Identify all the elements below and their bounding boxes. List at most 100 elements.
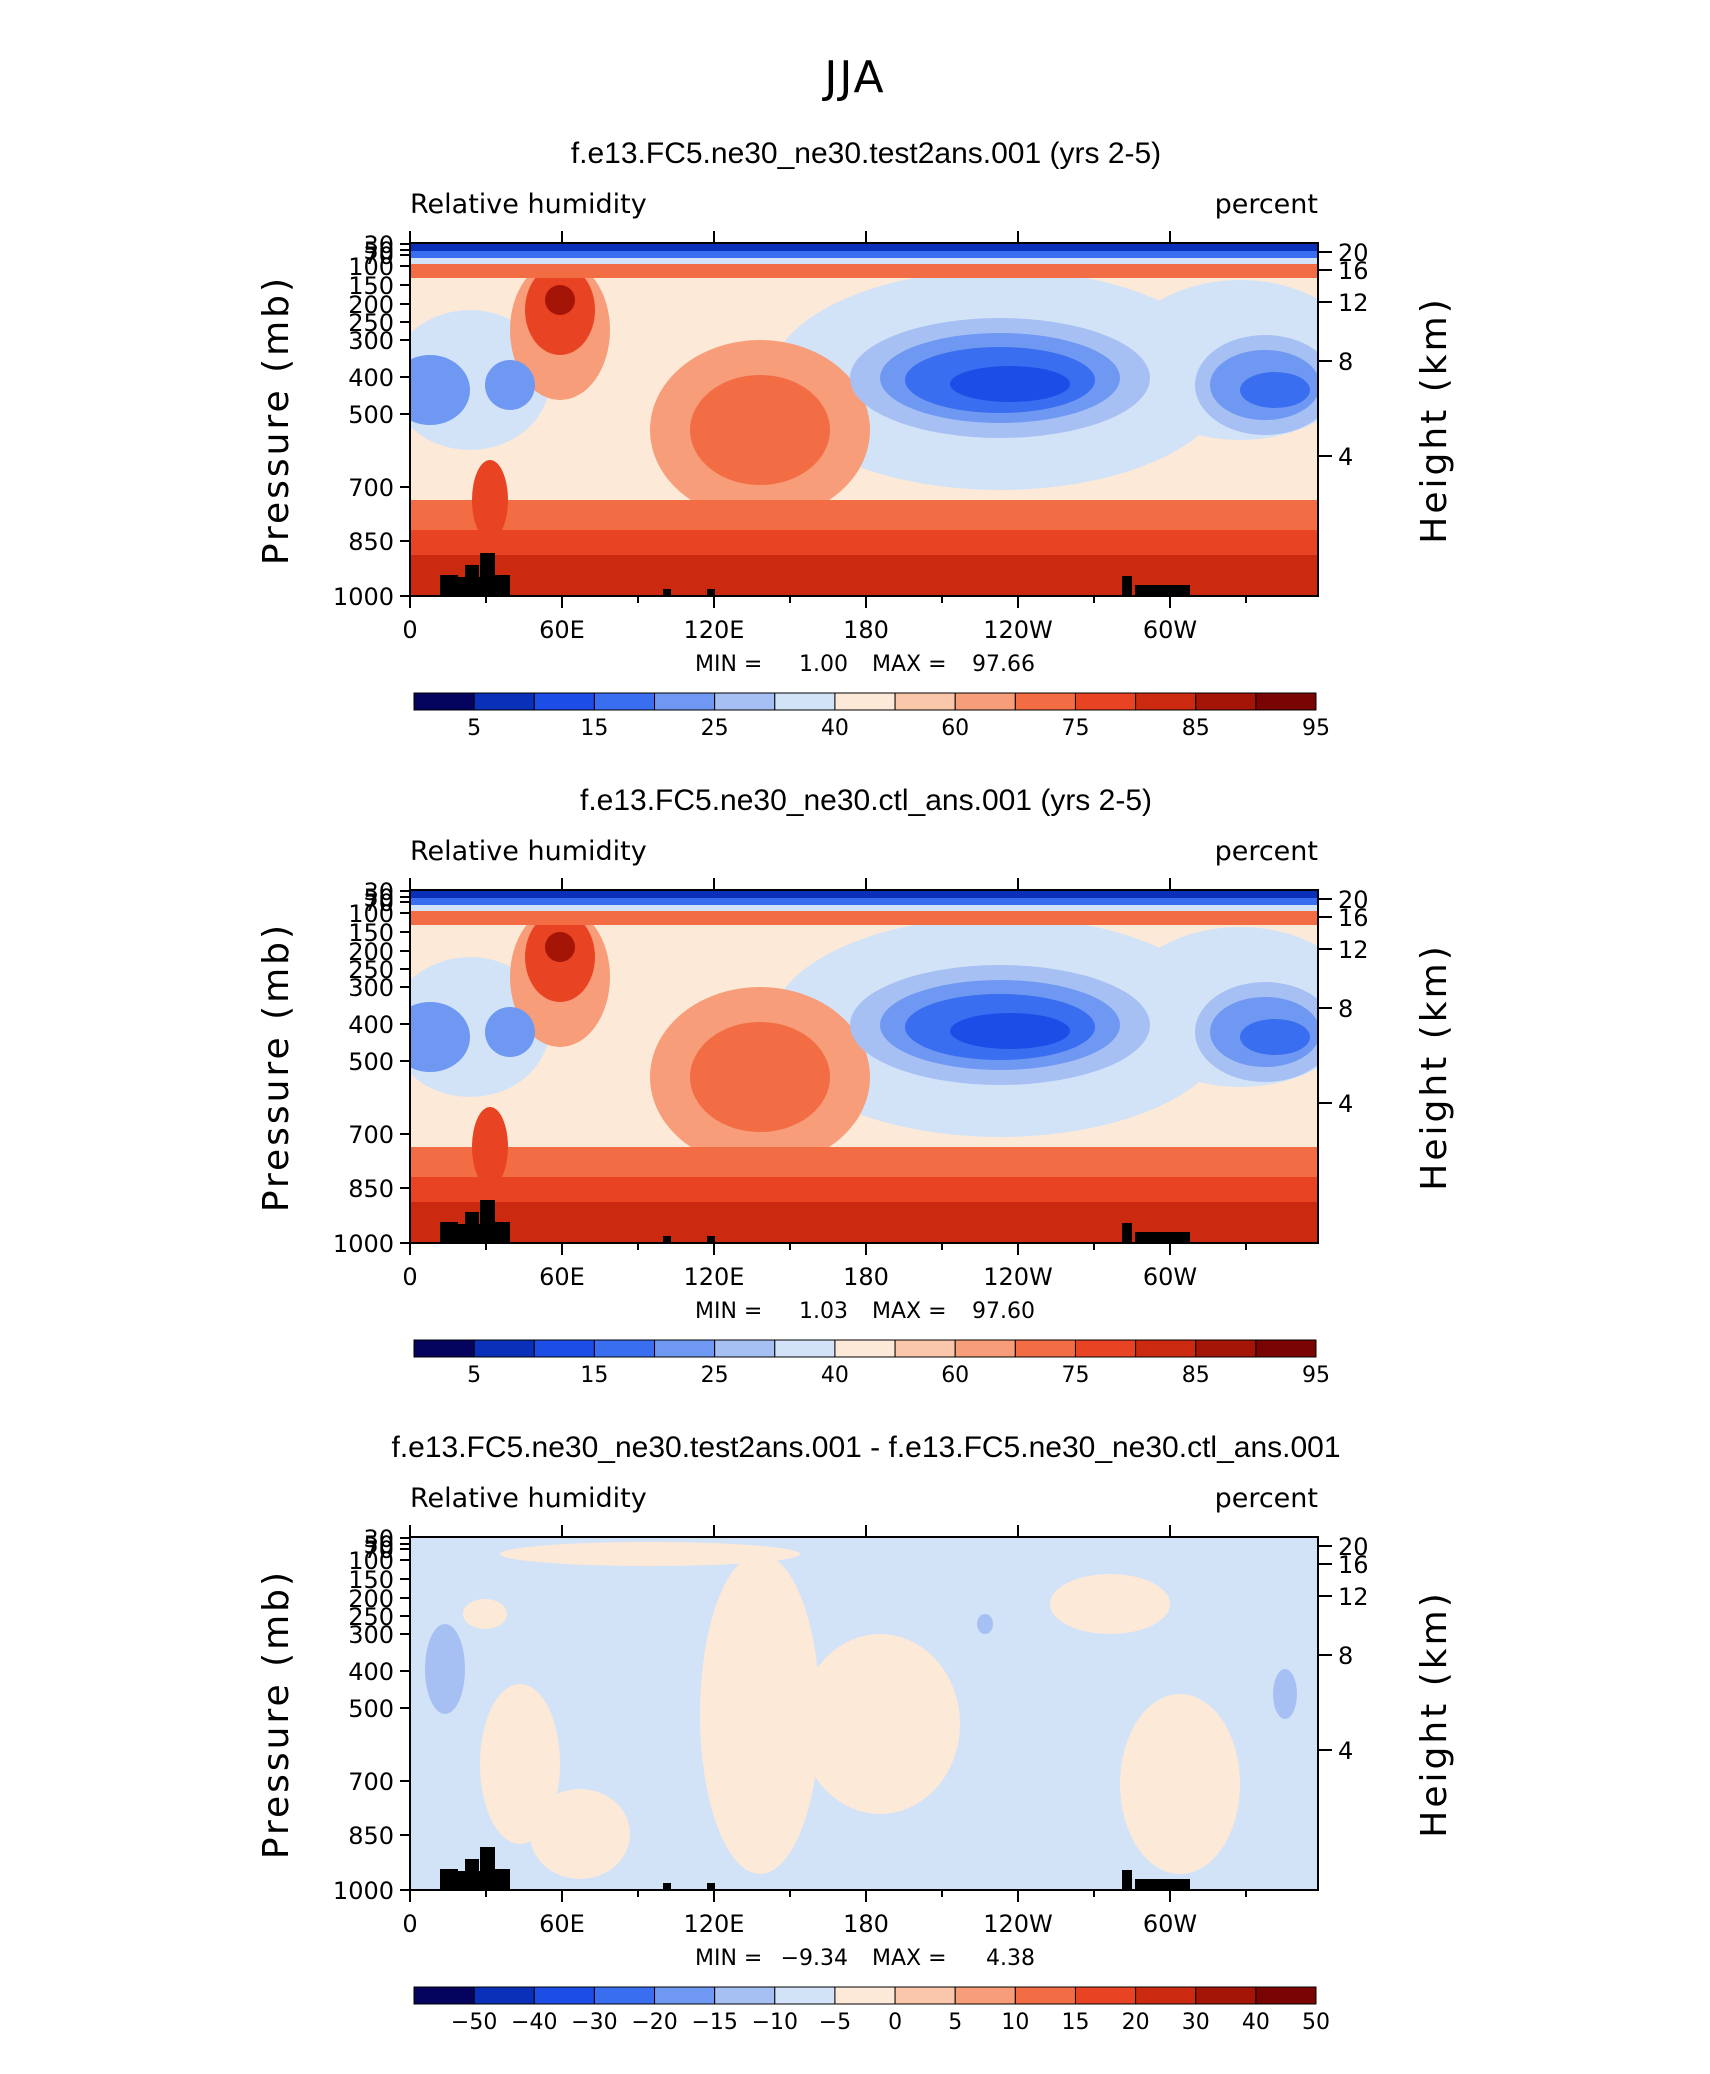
y-right-tick-label: 8 [1338, 1642, 1353, 1670]
colorbar-box [413, 1339, 475, 1358]
field-region [1273, 1669, 1297, 1719]
y-tick-label: 700 [348, 1121, 394, 1149]
colorbar-box [894, 1986, 956, 2005]
colorbar-box [593, 692, 656, 711]
field-region [1240, 1019, 1310, 1055]
field-region [410, 891, 1318, 898]
colorbar-label: 40 [821, 716, 849, 741]
y-tick-label: 70 [363, 242, 394, 270]
colorbar-box [1014, 692, 1076, 711]
right-label: percent [1215, 1483, 1318, 1514]
y-axis-title: Pressure (mb) [256, 275, 297, 565]
max-value: 97.60 [972, 1299, 1035, 1324]
colorbar-label: 85 [1182, 716, 1210, 741]
topography [440, 1224, 510, 1243]
y-right-tick-label: 8 [1338, 995, 1353, 1023]
x-tick-label: 180 [843, 1263, 889, 1291]
chart-panel-2: f.e13.FC5.ne30_ne30.ctl_ans.001 (yrs 2-5… [256, 784, 1455, 1388]
y-tick-label: 70 [363, 889, 394, 917]
y-tick-label: 30 [363, 878, 394, 906]
contour-field [410, 1537, 1318, 1890]
colorbar-box [774, 1339, 836, 1358]
colorbar-box [714, 1339, 776, 1358]
min-label: MIN = [695, 652, 762, 677]
colorbar-label: 60 [941, 716, 969, 741]
colorbar-label: 50 [1302, 2010, 1330, 2035]
colorbar-box [654, 692, 716, 711]
max-value: 97.66 [972, 652, 1035, 677]
colorbar-box [774, 1986, 836, 2005]
figure-title: JJA [821, 52, 885, 103]
colorbar-label: 25 [701, 1363, 729, 1388]
colorbar-label: 75 [1061, 1363, 1089, 1388]
y-right-tick-label: 16 [1338, 1551, 1369, 1579]
colorbar-label: 15 [580, 716, 608, 741]
field-region [425, 1624, 465, 1714]
y-tick-label: 300 [348, 1621, 394, 1649]
colorbar-label: −10 [752, 2010, 798, 2035]
min-value: −9.34 [781, 1946, 848, 1971]
y-right-tick-label: 12 [1338, 289, 1369, 317]
panel-title: f.e13.FC5.ne30_ne30.test2ans.001 - f.e13… [391, 1431, 1340, 1464]
colorbar-label: 30 [1182, 2010, 1210, 2035]
colorbar-box [654, 1986, 716, 2005]
colorbar-box [473, 692, 535, 711]
y-tick-label: 50 [363, 1531, 394, 1559]
y-tick-label: 150 [348, 1566, 394, 1594]
colorbar-label: 95 [1302, 716, 1330, 741]
y-tick-label: 400 [348, 1011, 394, 1039]
topography [440, 1871, 510, 1890]
max-label: MAX = [872, 652, 947, 677]
topography [663, 1883, 671, 1890]
colorbar-label: 25 [701, 716, 729, 741]
min-label: MIN = [695, 1299, 762, 1324]
colorbar-box [1135, 1986, 1197, 2005]
plot-frame [409, 889, 1319, 1244]
y-right-tick-label: 12 [1338, 936, 1369, 964]
y-axis-title-right: Height (km) [1414, 296, 1455, 543]
max-value: 4.38 [986, 1946, 1035, 1971]
topography [440, 577, 510, 596]
min-value: 1.00 [799, 652, 848, 677]
field-region [500, 1542, 800, 1566]
y-tick-label: 150 [348, 272, 394, 300]
colorbar-box [1255, 1986, 1317, 2005]
colorbar-box [654, 1339, 716, 1358]
y-tick-label: 200 [348, 291, 394, 319]
colorbar-label: −15 [691, 2010, 737, 2035]
panel-title: f.e13.FC5.ne30_ne30.test2ans.001 (yrs 2-… [571, 137, 1161, 170]
y-tick-label: 400 [348, 1658, 394, 1686]
colorbar-label: −40 [511, 2010, 557, 2035]
field-region [463, 1599, 507, 1629]
colorbar-box [1074, 1986, 1137, 2005]
y-tick-label: 400 [348, 364, 394, 392]
field-region [545, 285, 575, 315]
y-tick-label: 250 [348, 1603, 394, 1631]
y-tick-label: 200 [348, 938, 394, 966]
plot-frame [409, 1536, 1319, 1891]
field-region [1050, 1574, 1170, 1634]
topography [1122, 1870, 1132, 1890]
field-region [472, 460, 508, 540]
plot-frame [409, 242, 1319, 597]
field-region [690, 375, 830, 485]
field-region [410, 250, 1318, 258]
field-region [410, 909, 1318, 925]
colorbar-box [834, 1986, 896, 2005]
y-tick-label: 850 [348, 1822, 394, 1850]
y-tick-label: 850 [348, 1175, 394, 1203]
colorbar-label: 5 [467, 716, 481, 741]
min-label: MIN = [695, 1946, 762, 1971]
colorbar-box [473, 1339, 535, 1358]
y-tick-label: 700 [348, 1768, 394, 1796]
y-tick-label: 100 [348, 253, 394, 281]
y-tick-label: 850 [348, 528, 394, 556]
field-region [690, 1022, 830, 1132]
colorbar-box [834, 1339, 896, 1358]
chart-panel-1: f.e13.FC5.ne30_ne30.test2ans.001 (yrs 2-… [256, 137, 1455, 741]
y-tick-label: 100 [348, 900, 394, 928]
x-tick-label: 60W [1143, 1263, 1197, 1291]
topography [1135, 1879, 1190, 1890]
left-label: Relative humidity [410, 189, 647, 220]
field-region [480, 1684, 560, 1844]
